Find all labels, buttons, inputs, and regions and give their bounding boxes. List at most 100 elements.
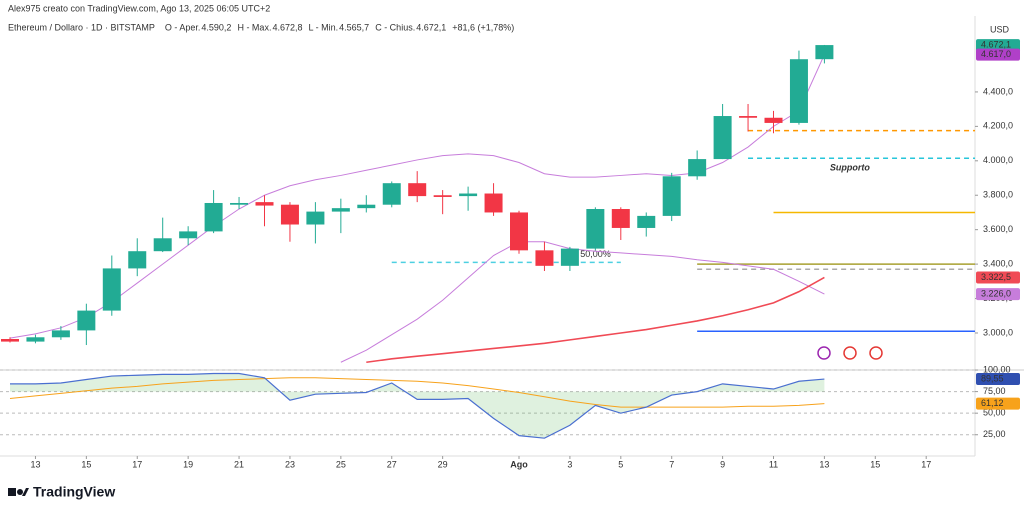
rsi-ma-line	[9, 377, 825, 408]
price-tag-label: 89,55	[981, 373, 1004, 383]
rsi-fill	[10, 373, 825, 439]
price-tag	[976, 397, 1020, 410]
candle-body	[204, 202, 223, 232]
candle-body	[815, 45, 834, 60]
legend-text: 4.565,7	[339, 22, 369, 32]
x-tick-label: Ago	[510, 459, 528, 469]
rsi-line	[10, 372, 825, 439]
candle-body	[688, 159, 707, 177]
legend-text: C - Chius.	[375, 22, 415, 32]
overlay-line	[340, 241, 825, 363]
x-tick-label: 5	[618, 459, 623, 469]
overlay-line	[366, 276, 825, 364]
legend-text: 4.590,2	[201, 22, 231, 32]
candle-body	[739, 116, 758, 118]
x-tick-label: 17	[132, 459, 142, 469]
y-tick-label: 100,00	[983, 364, 1011, 374]
level-label: Supporto	[830, 163, 870, 173]
price-tag-label: 61,12	[981, 398, 1004, 408]
y-tick-label: 4.000,0	[983, 155, 1013, 165]
candle-body	[535, 250, 554, 266]
candle-body	[611, 209, 630, 228]
logo	[8, 488, 29, 496]
price-tag	[976, 48, 1020, 61]
candle-body	[510, 212, 528, 251]
legend-text: H - Max.	[237, 22, 271, 32]
y-tick-label: 4.200,0	[983, 121, 1013, 131]
y-tick-label: 75,00	[983, 386, 1006, 396]
x-tick-label: 17	[921, 459, 931, 469]
x-tick-label: 27	[387, 459, 397, 469]
event-icon	[817, 346, 831, 360]
legend-text: 4.672,1	[416, 22, 446, 32]
x-tick-label: 3	[567, 459, 572, 469]
candle-body	[255, 202, 274, 206]
price-tag-label: 3.322,5	[981, 272, 1011, 282]
candle-body	[586, 209, 605, 249]
y-tick-label: 3.600,0	[983, 224, 1013, 234]
x-tick-label: 25	[336, 459, 346, 469]
event-icon	[843, 346, 857, 360]
level-label: 50,00%	[580, 249, 611, 259]
price-tag-label: 3.226,0	[981, 288, 1011, 298]
candle-body	[153, 238, 172, 252]
x-tick-label: 21	[234, 459, 244, 469]
candle-body	[230, 202, 249, 205]
x-tick-label: 29	[438, 459, 448, 469]
brand: TradingView	[33, 484, 115, 500]
price-tag-label: 4.617,0	[981, 49, 1011, 59]
event-icon	[869, 346, 883, 360]
legend-text: 4.672,8	[272, 22, 302, 32]
legend-text: L - Min.	[308, 22, 338, 32]
header: Alex975 creato con TradingView.com, Ago …	[8, 3, 270, 13]
candle-body	[713, 116, 732, 160]
x-tick-label: 9	[720, 459, 725, 469]
x-tick-label: 13	[30, 459, 40, 469]
price-tag-label: 4.672,1	[981, 39, 1011, 49]
x-tick-label: 19	[183, 459, 193, 469]
x-tick-label: 11	[769, 459, 778, 469]
candle-body	[306, 211, 325, 225]
candle-body	[128, 251, 147, 269]
candle-body	[357, 204, 376, 209]
y-tick-label: 3.800,0	[983, 190, 1013, 200]
candle-body	[662, 176, 681, 216]
x-tick-label: 23	[285, 459, 295, 469]
candle-body	[331, 208, 350, 212]
candle-body	[433, 195, 452, 197]
candle-body	[408, 183, 427, 197]
candle-body	[1, 339, 19, 342]
candle-body	[102, 268, 121, 311]
legend-text: +81,6 (+1,78%)	[452, 22, 514, 32]
y-tick-label: 50,00	[983, 408, 1006, 418]
y-tick-label: 3.000,0	[983, 327, 1013, 337]
candle-body	[637, 215, 656, 228]
candle-body	[51, 330, 70, 338]
price-tag	[976, 373, 1020, 386]
candle-body	[789, 59, 808, 123]
y-tick-label: 4.400,0	[983, 86, 1013, 96]
candle-body	[382, 183, 401, 205]
price-tag	[976, 271, 1020, 284]
candle-body	[484, 193, 503, 213]
candle-body	[77, 310, 96, 331]
candle-body	[26, 337, 45, 342]
price-tag	[976, 39, 1020, 52]
candle-body	[764, 117, 783, 123]
candle-body	[280, 204, 299, 225]
x-tick-label: 15	[81, 459, 91, 469]
x-tick-label: 7	[669, 459, 674, 469]
candle-body	[179, 231, 198, 239]
x-tick-label: 13	[819, 459, 829, 469]
price-tag	[976, 288, 1020, 301]
x-tick-label: 15	[870, 459, 880, 469]
y-tick-label: 3.400,0	[983, 258, 1013, 268]
legend-text: Ethereum / Dollaro · 1D · BITSTAMP	[8, 22, 155, 32]
y-tick-label: 25,00	[983, 429, 1006, 439]
candle-body	[560, 248, 579, 266]
candle-body	[459, 193, 478, 197]
legend-text: O - Aper.	[165, 22, 201, 32]
currency: USD	[990, 24, 1010, 34]
